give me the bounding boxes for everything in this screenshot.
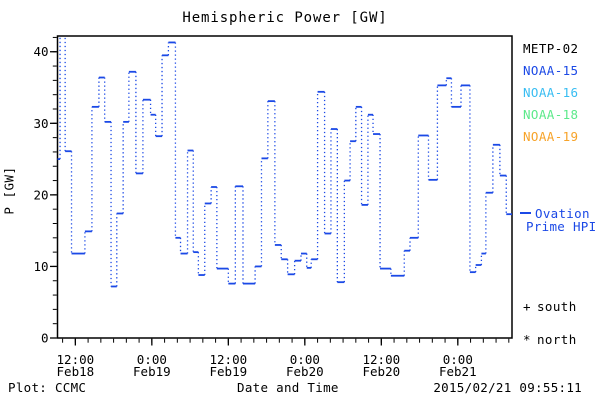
plot-credit: Plot: CCMC <box>8 380 87 395</box>
svg-text:20: 20 <box>33 187 48 202</box>
svg-text:Feb18: Feb18 <box>57 364 95 379</box>
plot-title: Hemispheric Power [GW] <box>182 10 388 26</box>
svg-text:12:00: 12:00 <box>210 352 248 367</box>
svg-text:Feb19: Feb19 <box>133 364 171 379</box>
ovation-line-sample <box>520 212 531 214</box>
svg-text:30: 30 <box>33 116 48 131</box>
legend-item-metp02: METP-02 <box>523 41 579 56</box>
legend-item-noaa18: NOAA-18 <box>523 107 579 122</box>
legend-marker-north: * north <box>523 332 577 347</box>
y-axis-ticks <box>50 36 57 339</box>
svg-text:Feb20: Feb20 <box>363 364 401 379</box>
svg-text:0:00: 0:00 <box>290 352 320 367</box>
ovation-label-line1: Ovation <box>535 206 590 221</box>
legend-item-noaa15: NOAA-15 <box>523 63 579 78</box>
svg-text:Feb19: Feb19 <box>210 364 248 379</box>
svg-text:40: 40 <box>33 44 48 59</box>
ovation-label-line2: Prime HPI <box>526 219 597 234</box>
legend-item-noaa19: NOAA-19 <box>523 129 579 144</box>
svg-text:Feb20: Feb20 <box>286 364 324 379</box>
legend-item-noaa16: NOAA-16 <box>523 85 579 100</box>
hpi-data-series <box>57 36 512 288</box>
svg-text:0:00: 0:00 <box>443 352 473 367</box>
legend-marker-south: + south <box>523 299 577 314</box>
south-label: south <box>537 299 577 314</box>
plot-box <box>56 35 513 339</box>
svg-text:12:00: 12:00 <box>57 352 95 367</box>
north-label: north <box>537 332 577 347</box>
svg-text:0:00: 0:00 <box>137 352 167 367</box>
x-axis-label: Date and Time <box>237 380 339 395</box>
svg-text:0: 0 <box>41 331 49 346</box>
x-axis-tick-labels: 12:00Feb180:00Feb1912:00Feb190:00Feb2012… <box>57 352 477 379</box>
asterisk-marker-icon: * <box>523 332 531 347</box>
x-axis-ticks <box>62 338 510 346</box>
svg-text:10: 10 <box>33 259 48 274</box>
plot-timestamp: 2015/02/21 09:55:11 <box>433 380 582 395</box>
svg-text:Feb21: Feb21 <box>439 364 477 379</box>
y-axis-tick-labels: 0 10 20 30 40 <box>33 44 48 345</box>
svg-text:12:00: 12:00 <box>363 352 401 367</box>
plus-marker-icon: + <box>523 299 531 314</box>
